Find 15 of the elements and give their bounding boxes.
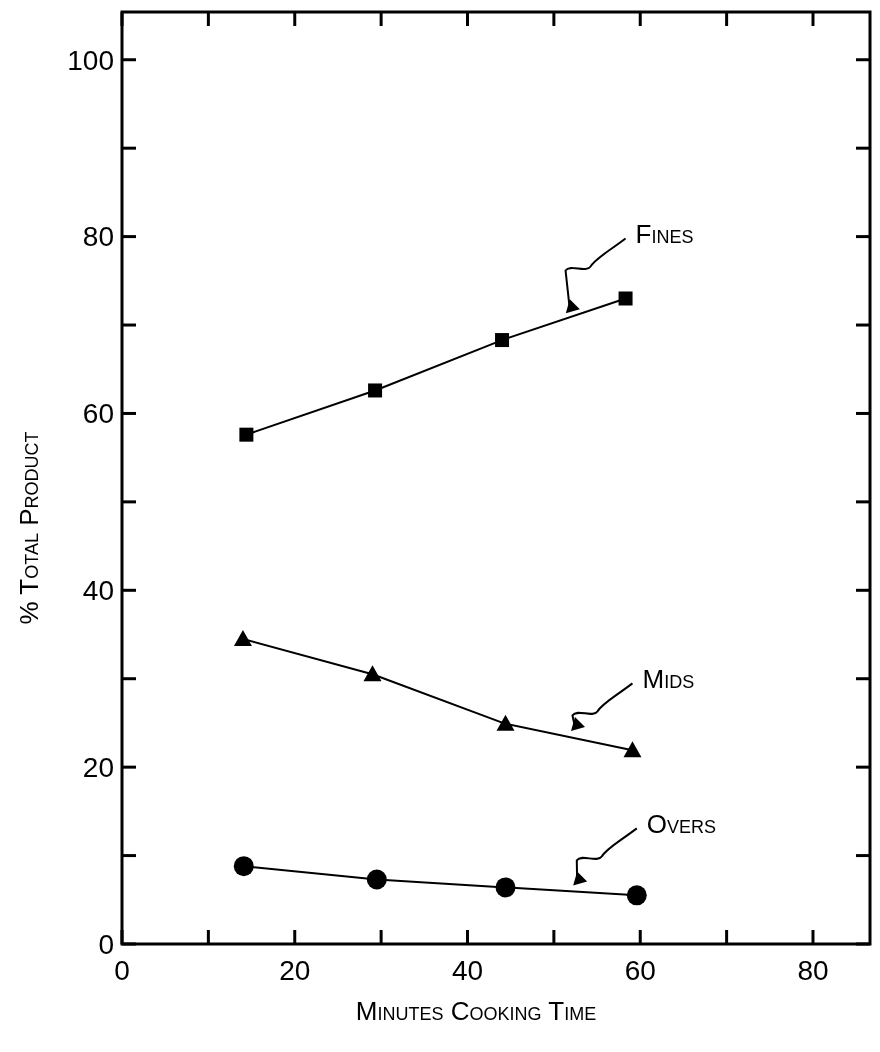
- x-tick-label: 20: [279, 955, 311, 986]
- y-tick-label: 40: [82, 575, 114, 607]
- series-label: Mids: [642, 664, 695, 695]
- series-label: Overs: [646, 809, 717, 840]
- x-axis-title: Minutes Cooking Time: [355, 996, 597, 1026]
- series-label: Fines: [635, 219, 694, 250]
- y-axis-title: % Total Product: [14, 431, 44, 625]
- y-tick-label: 0: [98, 928, 114, 960]
- y-tick-label: 20: [82, 751, 114, 783]
- y-tick-label: 100: [67, 44, 114, 76]
- x-tick-label: 80: [797, 955, 829, 986]
- y-tick-label: 60: [82, 398, 114, 430]
- x-tick-label: 60: [624, 955, 656, 986]
- y-tick-label: 80: [82, 221, 114, 253]
- x-tick-label: 40: [451, 955, 484, 986]
